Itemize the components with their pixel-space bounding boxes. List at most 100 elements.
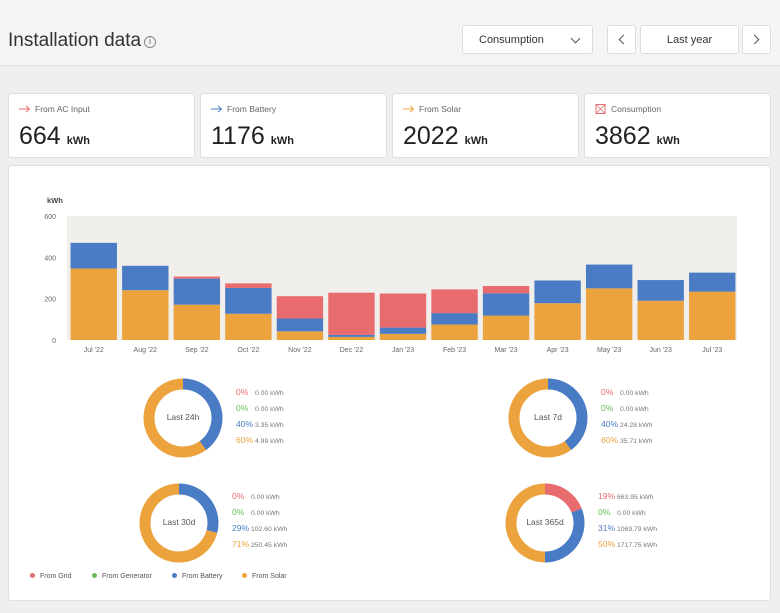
- legend-item-solar[interactable]: From Solar: [242, 572, 287, 580]
- bar-segment: [637, 300, 684, 340]
- chart-panel: kWh 0 200 400 600 Jul '22 Aug '22 Sep '22 Oct '2…: [8, 165, 771, 601]
- pct-value: 0%: [232, 491, 245, 501]
- bar-segment: [689, 291, 736, 340]
- kwh-value: 0.00 kWh: [255, 390, 284, 397]
- donut-chart-last-7d: [508, 378, 588, 458]
- donut-row-generator: 0% 0.00 kWh: [598, 507, 657, 523]
- bar-segment: [379, 333, 427, 340]
- date-range-button[interactable]: Last year: [640, 25, 739, 54]
- pct-value: 40%: [601, 419, 619, 429]
- x-tick-label: Mar '23: [495, 347, 518, 354]
- donut-row-solar: 60% 4.99 kWh: [236, 435, 284, 451]
- card-value: 2022: [403, 122, 459, 150]
- donut-row-solar: 50% 1717.75 kWh: [598, 539, 657, 555]
- bar-segment: [689, 272, 736, 292]
- kwh-value: 3.35 kWh: [255, 422, 284, 429]
- kwh-value: 250.45 kWh: [251, 542, 288, 549]
- consumption-icon: [595, 104, 606, 114]
- legend-label: From Grid: [40, 573, 72, 580]
- kwh-value: 0.00 kWh: [251, 510, 280, 517]
- pct-value: 0%: [601, 387, 614, 397]
- bar-segment: [482, 293, 530, 316]
- battery-arrow-icon: [211, 105, 223, 113]
- kwh-value: 663.95 kWh: [617, 494, 654, 501]
- kwh-value: 102.60 kWh: [251, 526, 288, 533]
- card-label: From AC Input: [35, 104, 90, 114]
- donut-chart-last-365d: [505, 483, 585, 563]
- card-unit: kWh: [464, 135, 488, 147]
- info-icon[interactable]: i: [144, 36, 156, 48]
- donut-row-battery: 40% 24.28 kWh: [601, 419, 653, 435]
- donut-label: Last 24h: [166, 412, 200, 422]
- view-dropdown[interactable]: Consumption: [462, 25, 593, 54]
- card-unit: kWh: [656, 135, 680, 147]
- donut-row-battery: 40% 3.35 kWh: [236, 419, 284, 435]
- page-title: Installation data: [8, 30, 142, 51]
- donut-row-battery: 29% 102.60 kWh: [232, 523, 287, 539]
- card-from-ac-input: From AC Input 664 kWh: [8, 93, 195, 158]
- pct-value: 0%: [232, 507, 245, 517]
- bar-segment: [122, 290, 169, 340]
- top-bar: Installation data i Consumption Last yea…: [0, 0, 780, 66]
- pct-value: 29%: [232, 523, 250, 533]
- bar-segment: [482, 315, 530, 340]
- y-tick-label: 200: [44, 297, 56, 304]
- bar-segment: [225, 287, 272, 314]
- generator-dot-icon: [92, 572, 97, 578]
- legend-item-battery[interactable]: From Battery: [172, 572, 222, 580]
- donut-last-7d: Last 7d 0% 0.00 kWh 0% 0.00 kWh 40% 24.28 k…: [506, 376, 696, 460]
- pct-value: 60%: [601, 435, 619, 445]
- kwh-value: 0.00 kWh: [620, 390, 649, 397]
- x-tick-label: May '23: [597, 347, 621, 354]
- bar-segment: [534, 280, 581, 304]
- bar-segment: [637, 280, 684, 301]
- donut-chart-last-24h: [143, 378, 223, 458]
- previous-period-button[interactable]: [607, 25, 636, 54]
- donut-row-grid: 19% 663.95 kWh: [598, 491, 657, 507]
- pct-value: 0%: [236, 403, 249, 413]
- x-tick-label: Oct '22: [237, 347, 259, 354]
- pct-value: 0%: [598, 507, 611, 517]
- card-unit: kWh: [66, 135, 90, 147]
- donut-row-solar: 60% 35.71 kWh: [601, 435, 653, 451]
- x-tick-label: Jun '23: [650, 347, 672, 354]
- pct-value: 19%: [598, 491, 616, 501]
- kwh-value: 1069.79 kWh: [617, 526, 658, 533]
- kwh-value: 0.00 kWh: [251, 494, 280, 501]
- donut-row-solar: 71% 250.45 kWh: [232, 539, 287, 555]
- bar-segment: [173, 276, 221, 279]
- donut-last-30d: Last 30d 0% 0.00 kWh 0% 0.00 kWh 29% 102.60…: [137, 481, 327, 565]
- x-tick-label: Aug '22: [134, 347, 158, 354]
- bar-segment: [328, 292, 375, 335]
- pct-value: 31%: [598, 523, 616, 533]
- bar-segment: [482, 286, 530, 294]
- legend-item-grid[interactable]: From Grid: [30, 572, 72, 580]
- x-tick-label: Jul '23: [702, 347, 722, 354]
- donut-row-grid: 0% 0.00 kWh: [236, 387, 284, 403]
- pct-value: 50%: [598, 539, 616, 549]
- x-tick-label: Sep '22: [185, 347, 209, 354]
- kwh-value: 4.99 kWh: [255, 438, 284, 445]
- card-label: From Battery: [227, 104, 277, 114]
- y-tick-label: 0: [52, 338, 56, 345]
- bar-segment: [225, 283, 272, 288]
- bar-segment: [70, 242, 117, 269]
- kwh-value: 1717.75 kWh: [617, 542, 658, 549]
- bar-segment: [173, 278, 221, 305]
- card-from-solar: From Solar 2022 kWh: [392, 93, 579, 158]
- donut-segment-solar: [139, 483, 219, 563]
- donut-segment-solar: [508, 378, 588, 458]
- card-consumption: Consumption 3862 kWh: [584, 93, 771, 158]
- legend-item-generator[interactable]: From Generator: [92, 572, 152, 580]
- card-label: Consumption: [611, 104, 662, 114]
- x-tick-label: Dec '22: [340, 347, 364, 354]
- donut-label: Last 7d: [534, 412, 562, 422]
- pct-value: 40%: [236, 419, 254, 429]
- next-period-button[interactable]: [742, 25, 771, 54]
- consumption-bar-chart: kWh 0 200 400 600 Jul '22 Aug '22 Sep '22 Oct '2…: [44, 196, 737, 354]
- x-tick-label: Feb '23: [443, 347, 466, 354]
- pct-value: 0%: [236, 387, 249, 397]
- donut-segment-solar: [143, 378, 223, 458]
- kwh-value: 0.00 kWh: [620, 406, 649, 413]
- bar-segment: [122, 265, 169, 291]
